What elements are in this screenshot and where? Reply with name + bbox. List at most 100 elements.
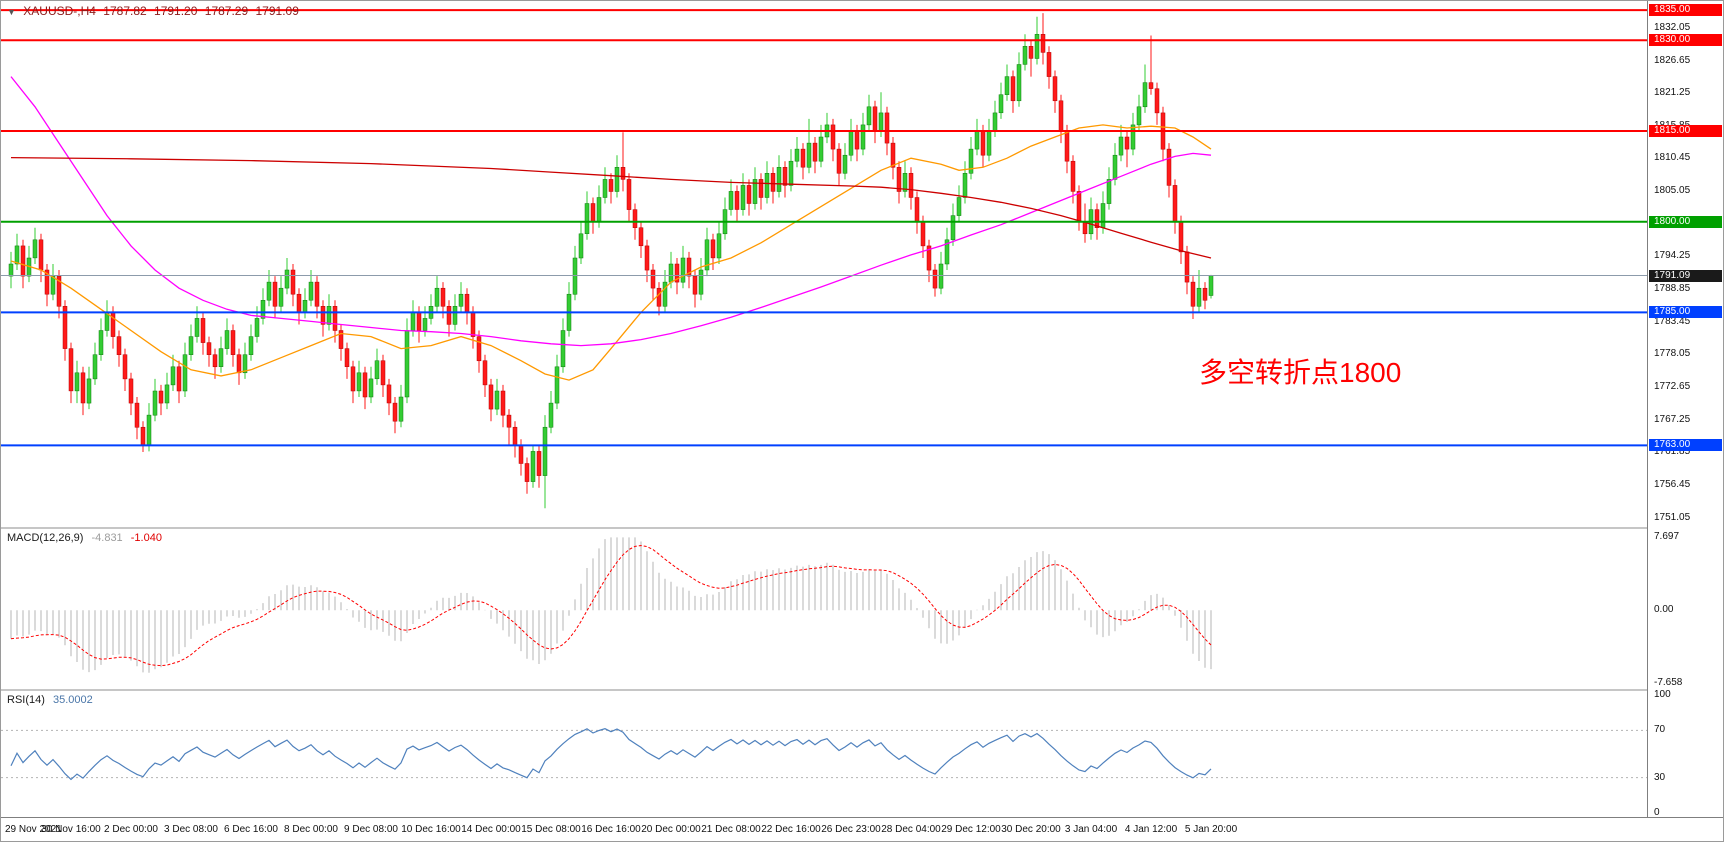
- candle-body: [170, 366, 176, 386]
- candle-body: [704, 239, 710, 271]
- candle-body: [782, 167, 788, 186]
- chart-annotation-text[interactable]: 多空转折点1800: [1199, 357, 1402, 388]
- candle-body: [896, 167, 902, 192]
- candle-body: [290, 269, 296, 295]
- candle-body: [86, 378, 92, 404]
- candle-body: [176, 366, 182, 392]
- candle-body: [1028, 46, 1034, 59]
- candle-body: [1106, 179, 1112, 204]
- candle-body: [812, 142, 818, 162]
- candle-body: [890, 142, 896, 168]
- ma-mid-line: [10, 76, 1212, 347]
- panel-separator[interactable]: [1, 689, 1723, 691]
- candle-body: [326, 306, 332, 325]
- candle-body: [308, 281, 314, 301]
- candle-body: [482, 360, 488, 386]
- candle-body: [602, 179, 608, 198]
- candle-body: [632, 209, 638, 228]
- candle-body: [1124, 136, 1130, 150]
- candle-body: [866, 106, 872, 126]
- candle-body: [590, 203, 596, 222]
- candle-body: [362, 372, 368, 398]
- candle-body: [710, 239, 716, 259]
- candle-body: [560, 330, 566, 368]
- candle-body: [758, 179, 764, 198]
- macd-signal-line: [10, 544, 1212, 667]
- candle-body: [152, 390, 158, 416]
- price-tick-label: 1788.85: [1654, 283, 1691, 295]
- candle-body: [932, 269, 938, 289]
- rsi-panel-canvas[interactable]: [1, 691, 1649, 817]
- rsi-scale-label: 70: [1654, 724, 1666, 736]
- candle-body: [146, 414, 152, 446]
- candle-body: [56, 275, 62, 307]
- macd-panel-canvas[interactable]: [1, 529, 1649, 689]
- candle-body: [374, 360, 380, 380]
- time-scale[interactable]: 29 Nov 2021 30 Nov 16:00 2 Dec 00:00 3 Dec …: [1, 817, 1723, 841]
- candle-body: [962, 173, 968, 198]
- time-axis-label: 3 Jan 04:00: [1064, 824, 1118, 835]
- candle-body: [128, 378, 134, 404]
- candle-body: [356, 372, 362, 392]
- candle-body: [1172, 185, 1178, 222]
- candle-body: [1148, 82, 1154, 89]
- candle-body: [1064, 130, 1070, 162]
- candle-body: [926, 245, 932, 271]
- candle-body: [998, 94, 1004, 114]
- candle-body: [842, 154, 848, 174]
- time-axis-label: 3 Dec 08:00: [164, 824, 218, 835]
- candle-body: [818, 136, 824, 162]
- panel-separator[interactable]: [1, 527, 1723, 529]
- candle-body: [1136, 106, 1142, 126]
- price-level-badge: 1835.00: [1649, 4, 1722, 17]
- candle-body: [854, 130, 860, 150]
- candle-body: [20, 245, 26, 277]
- candle-body: [626, 179, 632, 210]
- candle-body: [1076, 191, 1082, 222]
- candle-body: [14, 245, 20, 265]
- candle-body: [494, 390, 500, 410]
- rsi-value: 35.0002: [52, 694, 93, 706]
- ohlc-close-value: 1791.09: [255, 4, 299, 18]
- rsi-scale-label: 100: [1654, 689, 1671, 700]
- candle-body: [596, 197, 602, 222]
- price-scale[interactable]: 1832.051826.651821.251815.851810.451805.…: [1647, 1, 1723, 818]
- candle-body: [44, 269, 50, 295]
- candle-body: [902, 173, 908, 192]
- candle-body: [914, 197, 920, 222]
- candle-body: [1022, 46, 1028, 65]
- candle-body: [74, 372, 80, 392]
- candle-body: [278, 287, 284, 307]
- time-axis-label: 26 Dec 23:00: [821, 824, 881, 835]
- candle-body: [236, 354, 242, 374]
- candle-body: [68, 348, 74, 392]
- price-chart-canvas[interactable]: [1, 1, 1649, 527]
- candle-body: [548, 402, 554, 428]
- candle-body: [230, 330, 236, 355]
- candle-body: [344, 348, 350, 367]
- candle-body: [1202, 287, 1208, 301]
- candle-body: [530, 451, 536, 482]
- time-axis-label: 20 Dec 00:00: [641, 824, 701, 835]
- ma-slow-line: [10, 156, 1212, 259]
- candle-body: [986, 130, 992, 156]
- price-level-badge: 1800.00: [1649, 215, 1722, 228]
- candle-body: [1196, 287, 1202, 307]
- time-axis-label: 8 Dec 00:00: [284, 824, 338, 835]
- candle-body: [1058, 100, 1064, 132]
- symbol-timeframe-label: XAUUSD-,H4: [23, 4, 96, 18]
- rsi-indicator-label: RSI(14) 35.0002: [7, 694, 93, 706]
- candle-body: [1034, 34, 1040, 59]
- candle-body: [380, 360, 386, 386]
- candle-body: [974, 130, 980, 150]
- price-level-badge: 1763.00: [1649, 439, 1722, 452]
- candle-body: [302, 300, 308, 313]
- candle-body: [8, 263, 14, 277]
- candle-body: [608, 179, 614, 192]
- candle-body: [284, 269, 290, 289]
- candle-body: [1130, 124, 1136, 150]
- candle-body: [266, 281, 272, 301]
- candle-body: [434, 287, 440, 307]
- chevron-down-icon[interactable]: ▼: [7, 7, 16, 17]
